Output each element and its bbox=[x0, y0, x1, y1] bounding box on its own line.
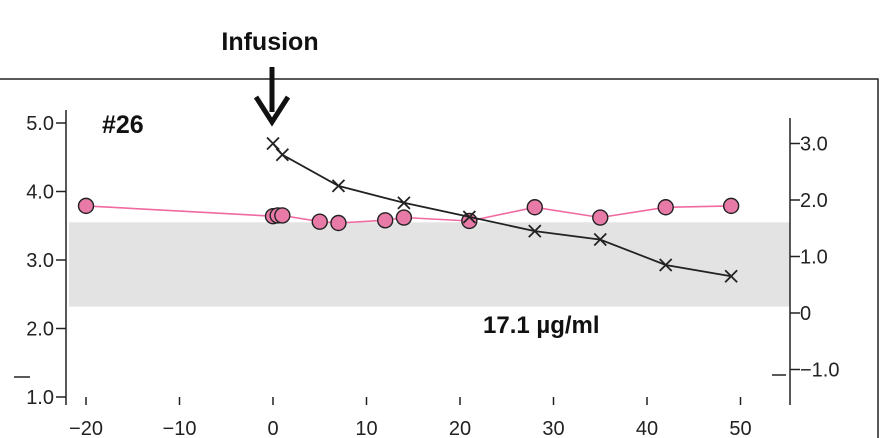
x-tick-label: −10 bbox=[163, 418, 197, 438]
plot-frame bbox=[0, 78, 879, 438]
y-left-tick-label: 2.0 bbox=[26, 319, 54, 341]
series-1-point bbox=[377, 212, 394, 229]
series-2-point bbox=[724, 269, 738, 283]
y-right-tick-label: 2.0 bbox=[800, 190, 828, 212]
series-1-point bbox=[77, 197, 95, 215]
x-tick-label: 20 bbox=[449, 418, 471, 438]
x-tick-label: 40 bbox=[636, 418, 658, 438]
series-1-point bbox=[395, 209, 413, 226]
y-right-tick-label: 1.0 bbox=[800, 247, 828, 269]
x-tick-label: 10 bbox=[355, 418, 377, 438]
infusion-arrow bbox=[253, 67, 291, 127]
y-left-tick-label: 4.0 bbox=[26, 182, 54, 204]
y-right-tick-label: 0 bbox=[800, 303, 811, 325]
series-1-point bbox=[330, 214, 347, 232]
x-tick-label: 30 bbox=[542, 418, 564, 438]
series-2-point bbox=[659, 258, 673, 272]
series-1-point bbox=[274, 207, 291, 224]
reference-band bbox=[69, 222, 790, 307]
series-2-point bbox=[528, 224, 542, 238]
y-right-tick-label: −1.0 bbox=[800, 360, 839, 382]
series-2-point bbox=[462, 210, 476, 224]
y-left-tick-label: 3.0 bbox=[26, 250, 54, 272]
x-tick-label: 0 bbox=[267, 418, 278, 438]
series-1-point bbox=[657, 199, 674, 216]
x-tick-label: 50 bbox=[729, 418, 751, 438]
y-right-tick-label: 3.0 bbox=[800, 134, 828, 156]
infusion-label: Infusion bbox=[221, 28, 318, 56]
series-1-point bbox=[592, 209, 609, 226]
x-tick-label: −20 bbox=[69, 418, 103, 438]
series-2-point bbox=[275, 148, 289, 162]
subject-label: #26 bbox=[102, 111, 144, 139]
series-1-point bbox=[311, 213, 328, 230]
series-2-point bbox=[331, 179, 346, 193]
series-2-point bbox=[266, 136, 280, 151]
series-1-point bbox=[722, 197, 740, 215]
series-1-point bbox=[526, 199, 543, 216]
y-left-tick-label: 1.0 bbox=[26, 387, 54, 409]
concentration-label: 17.1 µg/ml bbox=[483, 312, 600, 339]
series-2-point bbox=[397, 196, 411, 210]
series-2-point bbox=[593, 232, 607, 247]
y-left-tick-label: 5.0 bbox=[26, 113, 54, 135]
